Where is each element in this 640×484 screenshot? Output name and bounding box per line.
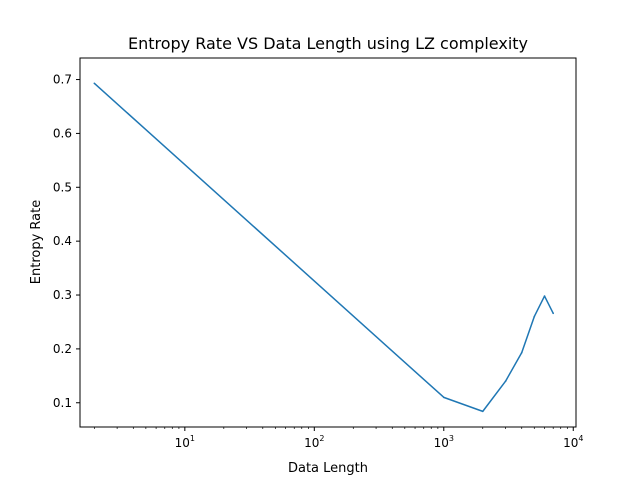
plot-lines: [93, 82, 555, 413]
x-tick-label: 103: [434, 434, 454, 450]
x-tick-label-exponent: 4: [578, 434, 583, 443]
data-point: [481, 410, 484, 413]
x-axis-label: Data Length: [288, 461, 368, 476]
chart-title: Entropy Rate VS Data Length using LZ com…: [128, 34, 528, 53]
x-tick-label-base: 10: [175, 436, 190, 450]
x-tick-label-exponent: 2: [319, 434, 324, 443]
x-tick-label-exponent: 3: [449, 434, 454, 443]
data-point: [504, 380, 507, 383]
x-tick-label: 101: [175, 434, 195, 450]
data-point: [93, 82, 96, 85]
data-point: [552, 312, 555, 315]
y-tick-label: 0.7: [53, 73, 72, 87]
y-tick-label: 0.3: [53, 288, 72, 302]
data-point: [543, 295, 546, 297]
x-tick-label: 104: [563, 434, 583, 450]
x-tick-label-base: 10: [434, 436, 449, 450]
y-axis-label: Entropy Rate: [29, 200, 44, 284]
y-tick-label: 0.2: [53, 342, 72, 356]
series-line: [93, 82, 554, 413]
y-tick-label: 0.6: [53, 126, 72, 140]
x-tick-label: 102: [304, 434, 324, 450]
x-tick-label-base: 10: [304, 436, 319, 450]
data-point: [442, 396, 445, 399]
data-point: [533, 315, 536, 318]
data-point: [520, 351, 523, 354]
y-tick-label: 0.5: [53, 180, 72, 194]
x-tick-label-base: 10: [563, 436, 578, 450]
x-tick-label-exponent: 1: [190, 434, 195, 443]
y-tick-label: 0.4: [53, 234, 72, 248]
plot-area-frame: [79, 57, 577, 428]
y-tick-label: 0.1: [53, 396, 72, 410]
